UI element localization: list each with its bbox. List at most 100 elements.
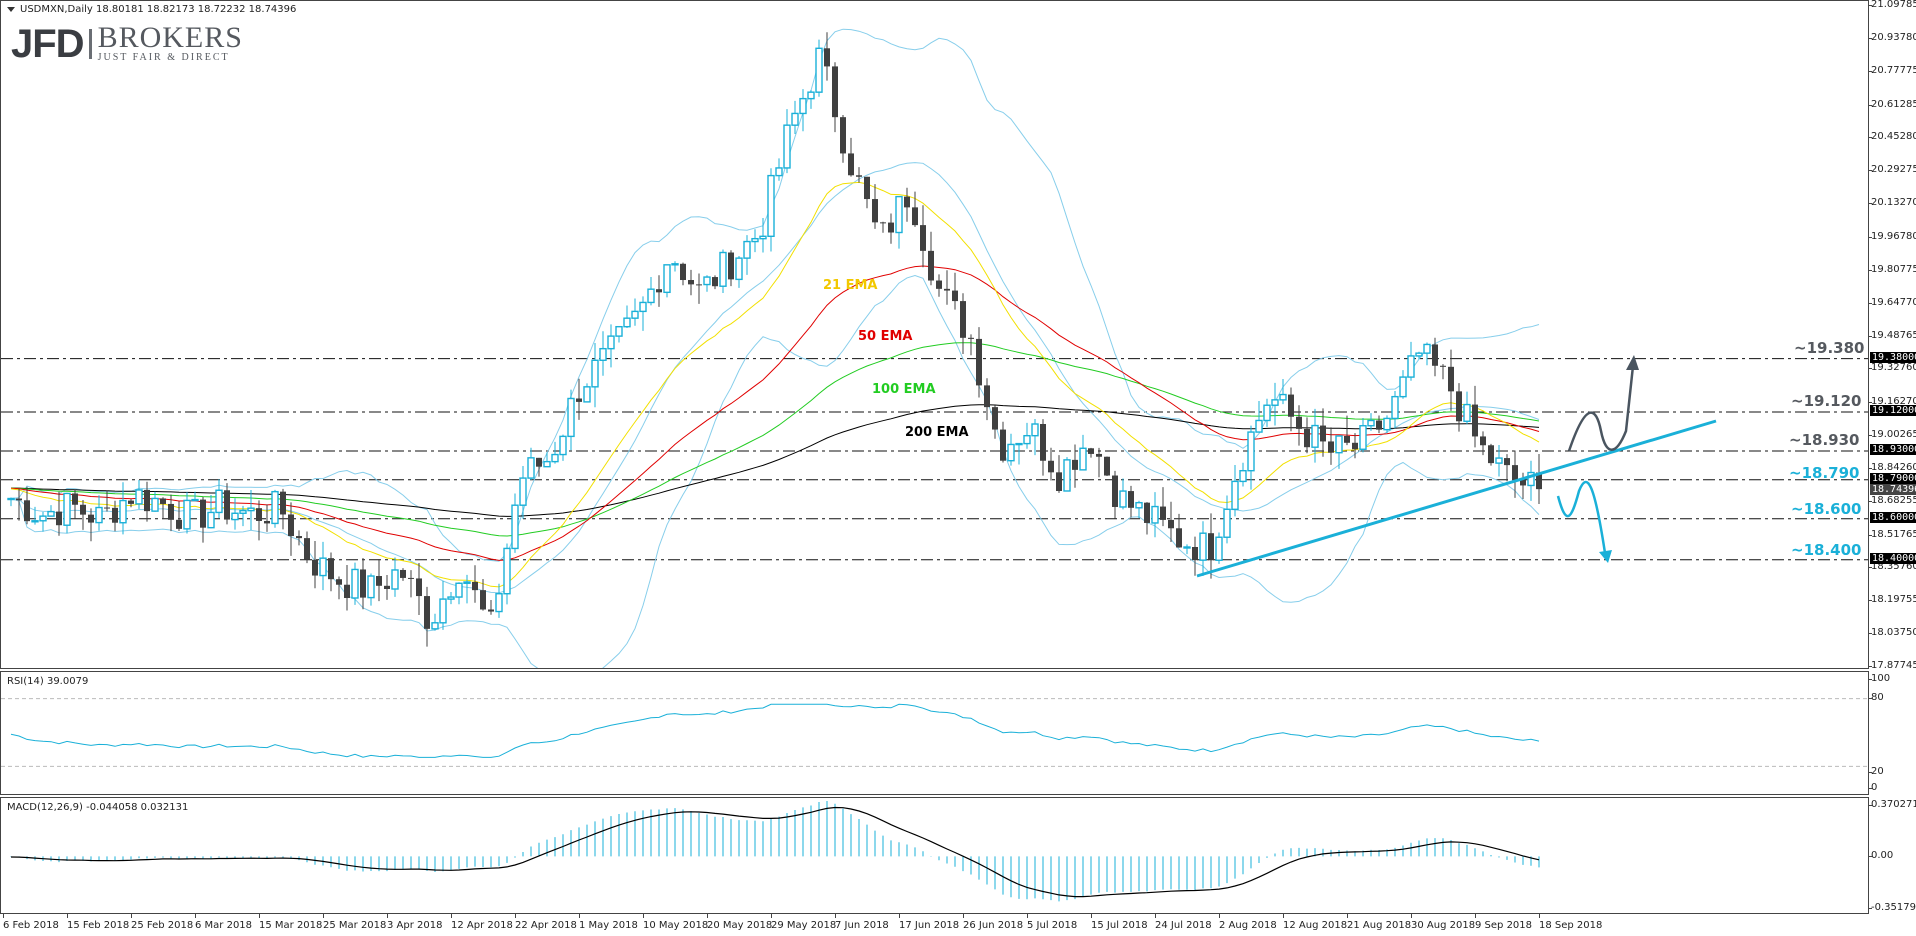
candle-body (1520, 480, 1526, 486)
price-tick: 19.48765 (1868, 330, 1916, 341)
date-axis[interactable]: 6 Feb 2018 15 Feb 2018 25 Feb 2018 6 Mar 20… (0, 914, 1869, 936)
candle-body (1495, 457, 1503, 464)
candle-body (1423, 343, 1431, 354)
logo-tagline: JUST FAIR & DIRECT (97, 52, 230, 63)
candle-body (1168, 519, 1174, 529)
candle-body (151, 497, 159, 512)
price-tick: 21.09785 (1868, 0, 1916, 10)
candle-body (472, 581, 478, 591)
candle-body (56, 511, 62, 526)
candle-body (615, 325, 623, 337)
candle-body (1480, 436, 1486, 446)
candle-body (391, 569, 399, 590)
candle-body (488, 609, 494, 612)
macd-panel[interactable]: MACD(12,26,9) -0.044058 0.032131 (0, 797, 1869, 914)
candle-body (976, 338, 982, 386)
candle-body (463, 581, 471, 584)
collapse-triangle-icon[interactable] (7, 6, 15, 12)
bearish-scenario-arrow (1556, 480, 1607, 554)
candle-body (495, 593, 503, 613)
candle-body (424, 596, 430, 629)
rsi-panel[interactable]: RSI(14) 39.0079 (0, 671, 1869, 795)
price-tick: 19.96780 (1868, 231, 1916, 242)
ema100-line (10, 342, 1540, 537)
date-tick: 7 Jun 2018 (835, 914, 889, 931)
candle-body (1367, 419, 1375, 427)
candle-body (1472, 404, 1478, 437)
price-tick: 20.13270 (1868, 198, 1916, 208)
candle-body (856, 175, 862, 177)
ema100-label: 100 EMA (872, 382, 936, 397)
candle-body (920, 225, 926, 251)
candle-body (135, 489, 143, 505)
level-tag-18930: 18.93000 (1870, 444, 1916, 455)
date-tick: 12 Aug 2018 (1283, 914, 1348, 931)
candle-body (1512, 465, 1518, 481)
level-label-18930: ~18.930 (1789, 431, 1860, 449)
candle-body (408, 577, 414, 579)
candle-body (519, 477, 527, 506)
macd-title: MACD(12,26,9) -0.044058 0.032131 (7, 802, 189, 813)
candle-body (215, 489, 223, 514)
candle-body (840, 117, 846, 154)
candle-body (775, 167, 783, 177)
candle-body (1056, 472, 1062, 491)
candle-body (536, 457, 542, 467)
candle-body (671, 263, 679, 266)
candle-body (567, 397, 575, 438)
candle-body (751, 237, 759, 243)
symbol-header: USDMXN,Daily 18.80181 18.82173 18.72232 … (7, 4, 296, 15)
date-tick: 29 May 2018 (771, 914, 837, 931)
candle-body (7, 497, 15, 501)
price-axis[interactable]: 21.09785 20.93780 20.77775 20.61285 20.45280… (1868, 0, 1916, 671)
candle-body (480, 590, 486, 610)
price-chart-canvas (1, 28, 1868, 668)
candle-body (984, 385, 990, 408)
candle-body (815, 47, 823, 93)
bollinger-middle (10, 162, 1540, 594)
candle-body (647, 288, 655, 304)
candle-body (599, 347, 607, 361)
candle-body (1063, 459, 1071, 492)
candle-body (128, 500, 134, 504)
level-tag-18790: 18.79000 (1870, 473, 1916, 484)
candle-body (144, 489, 150, 512)
price-tick: 19.16270 (1868, 397, 1916, 407)
candle-body (288, 514, 294, 537)
candle-body (1000, 429, 1006, 461)
price-tick: 19.80775 (1868, 264, 1916, 275)
candle-body (384, 585, 390, 590)
date-tick: 15 Mar 2018 (259, 914, 323, 931)
candle-body (264, 520, 270, 524)
candle-body (88, 514, 94, 523)
candle-body (447, 596, 455, 600)
macd-signal-line (10, 806, 1540, 898)
candle-body (639, 301, 647, 313)
price-tick: 18.19755 (1868, 595, 1916, 605)
candle-body (551, 453, 559, 463)
candle-body (559, 435, 567, 456)
candle-body (1383, 417, 1391, 431)
date-tick: 10 May 2018 (643, 914, 709, 931)
level-tag-18600: 18.60000 (1870, 512, 1916, 523)
candle-body (743, 240, 751, 259)
candle-body (344, 584, 350, 599)
logo-separator (88, 29, 92, 59)
level-label-18400: ~18.400 (1791, 541, 1862, 559)
candle-body (231, 512, 239, 521)
candle-body (1527, 471, 1535, 487)
candle-body (663, 264, 671, 294)
macd-tick-max: 0.370271 (1868, 800, 1916, 810)
date-tick: 12 Apr 2018 (451, 914, 513, 931)
price-chart-panel[interactable]: USDMXN,Daily 18.80181 18.82173 18.72232 … (0, 0, 1869, 669)
candle-body (183, 499, 191, 530)
candle-body (351, 568, 359, 599)
up-arrowhead-icon (1626, 355, 1639, 370)
date-tick: 24 Jul 2018 (1155, 914, 1212, 931)
candle-body (848, 153, 854, 176)
candle-body (511, 504, 519, 550)
bollinger-upper (10, 28, 1540, 562)
candle-body (47, 510, 55, 517)
